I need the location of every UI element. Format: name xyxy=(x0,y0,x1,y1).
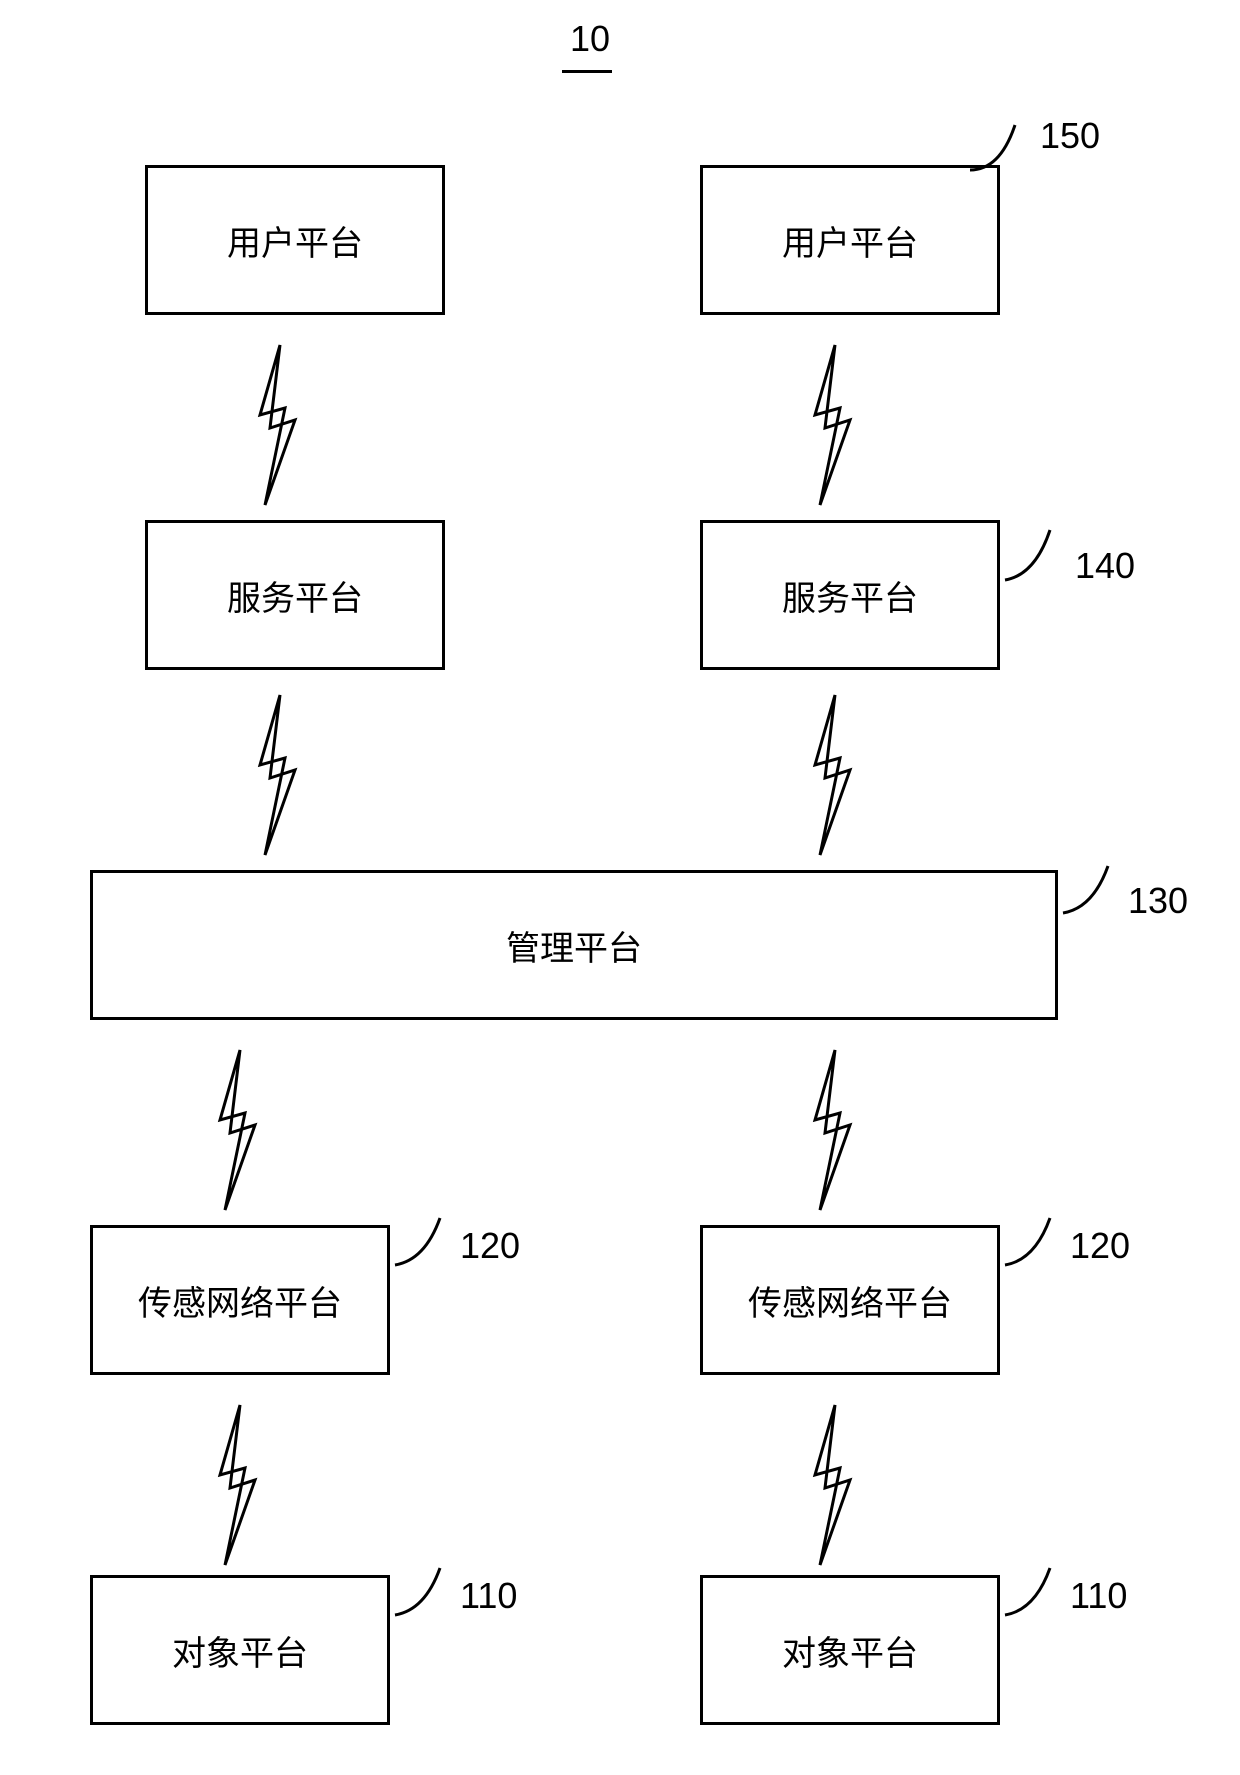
node-label: 管理平台 xyxy=(506,921,642,970)
figure-title-underline xyxy=(562,70,612,73)
node-label: 服务平台 xyxy=(782,571,918,620)
node-label: 服务平台 xyxy=(227,571,363,620)
lightning-icon xyxy=(240,690,310,860)
ref-label-150: 150 xyxy=(1040,115,1100,157)
lightning-icon xyxy=(795,690,865,860)
node-service-left: 服务平台 xyxy=(145,520,445,670)
node-label: 用户平台 xyxy=(782,216,918,265)
node-object-left: 对象平台 xyxy=(90,1575,390,1725)
architecture-diagram: 10 用户平台 用户平台 150 服务平台 服务平台 140 管理平台 130 xyxy=(0,0,1240,1775)
lightning-icon xyxy=(795,1045,865,1215)
node-user-left: 用户平台 xyxy=(145,165,445,315)
node-label: 用户平台 xyxy=(227,216,363,265)
node-sensor-left: 传感网络平台 xyxy=(90,1225,390,1375)
node-object-right: 对象平台 xyxy=(700,1575,1000,1725)
callout-150 xyxy=(960,110,1050,180)
node-label: 对象平台 xyxy=(172,1626,308,1675)
node-service-right: 服务平台 xyxy=(700,520,1000,670)
ref-label-130: 130 xyxy=(1128,880,1188,922)
node-label: 传感网络平台 xyxy=(748,1276,952,1325)
lightning-icon xyxy=(200,1400,270,1570)
lightning-icon xyxy=(200,1045,270,1215)
figure-title: 10 xyxy=(560,18,620,60)
ref-label-140: 140 xyxy=(1075,545,1135,587)
lightning-icon xyxy=(795,1400,865,1570)
ref-label-110-right: 110 xyxy=(1070,1575,1127,1617)
ref-label-120-right: 120 xyxy=(1070,1225,1130,1267)
node-user-right: 用户平台 xyxy=(700,165,1000,315)
ref-label-120-left: 120 xyxy=(460,1225,520,1267)
node-label: 传感网络平台 xyxy=(138,1276,342,1325)
node-management: 管理平台 xyxy=(90,870,1058,1020)
lightning-icon xyxy=(795,340,865,510)
lightning-icon xyxy=(240,340,310,510)
node-label: 对象平台 xyxy=(782,1626,918,1675)
ref-label-110-left: 110 xyxy=(460,1575,517,1617)
node-sensor-right: 传感网络平台 xyxy=(700,1225,1000,1375)
